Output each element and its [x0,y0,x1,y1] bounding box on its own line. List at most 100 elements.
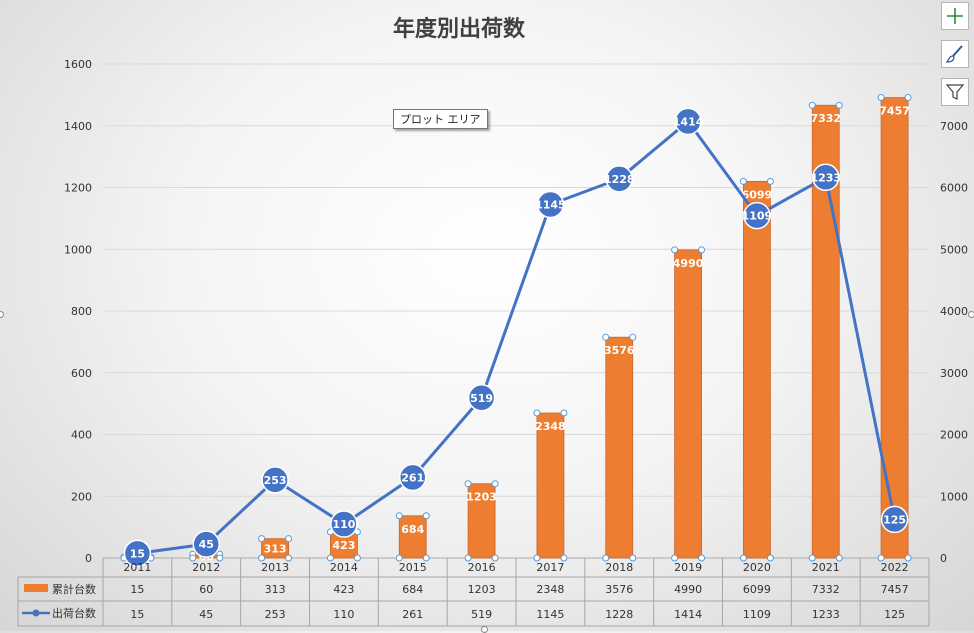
line-point[interactable] [880,505,909,534]
resize-handle-left[interactable] [0,311,4,318]
x-tick-label: 2011 [123,561,151,574]
primary-y-axis[interactable]: 0 200 400 600 800 1000 1200 1400 1600 [64,58,92,565]
chart-elements-button[interactable] [941,2,969,30]
bar-selection-handle[interactable] [808,101,816,109]
bar[interactable] [467,483,496,559]
bar-selection-handle[interactable] [766,554,774,562]
series-line[interactable] [137,119,897,555]
line-point[interactable] [605,165,633,193]
bar[interactable] [743,180,771,559]
bar[interactable] [398,515,427,559]
bar-selection-handle[interactable] [395,554,403,562]
y-tick-label: 400 [71,429,92,442]
bar-selection-handle[interactable] [464,480,472,488]
x-tick-label: 2012 [192,561,220,574]
bar-data-label: 684 [401,523,424,536]
plot-area-tooltip: プロット エリア [393,109,488,129]
line-point[interactable] [261,466,289,494]
line-series-shipments[interactable]: 15 45 253 110 261 519 1145 1228 1414 1109 1233 125 [123,107,909,568]
bar-selection-handle[interactable] [560,409,568,417]
bar-selection-handle[interactable] [326,554,334,562]
bar-selection-handle[interactable] [877,554,885,562]
bar-selection-handle[interactable] [491,480,499,488]
line-point[interactable] [467,384,496,412]
y2-tick-label: 0 [940,552,947,565]
bar-selection-handle[interactable] [285,535,293,543]
bar-selection-handle[interactable] [533,409,541,417]
bar[interactable] [536,412,565,559]
bar-selection-handle[interactable] [877,94,885,102]
x-tick-label: 2014 [330,561,358,574]
bar-selection-handle[interactable] [904,554,912,562]
point-data-label: 253 [264,474,287,487]
bar-selection-handle[interactable] [739,177,747,185]
bar[interactable] [674,249,702,559]
chart-filters-button[interactable] [941,78,969,106]
bar-selection-handle[interactable] [464,554,472,562]
bar-selection-handle[interactable] [835,101,843,109]
line-point[interactable] [399,463,427,492]
line-point[interactable] [674,107,702,136]
bar-selection-handle[interactable] [602,333,610,341]
bar-selection-handle[interactable] [904,94,912,102]
line-point[interactable] [812,163,840,192]
bar[interactable] [605,336,634,559]
y2-tick-label: 1000 [940,490,968,503]
bar-selection-handle[interactable] [353,554,361,562]
bar-selection-handle[interactable] [422,554,430,562]
line-point[interactable] [123,539,152,568]
bar-selection-handle[interactable] [533,554,541,562]
bar-selection-handle[interactable] [216,554,224,562]
table-cell: 313 [265,583,286,596]
bar-selection-handle[interactable] [766,177,774,185]
y-tick-label: 800 [71,305,92,318]
table-cell: 261 [402,608,423,621]
line-point[interactable] [743,201,771,230]
point-data-label: 45 [199,538,214,551]
bar-selection-handle[interactable] [629,554,637,562]
bar-series-cumulative[interactable]: 1560313423684120323483576499060997332745… [120,94,912,565]
resize-handle-right[interactable] [968,311,974,318]
bar-selection-handle[interactable] [285,554,293,562]
bar[interactable] [880,97,909,559]
y2-tick-label: 5000 [940,243,968,256]
bar-selection-handle[interactable] [698,554,706,562]
line-point[interactable] [192,530,220,558]
y-tick-label: 1400 [64,120,92,133]
x-tick-label: 2016 [468,561,496,574]
line-point[interactable] [536,190,565,219]
bar-selection-handle[interactable] [739,554,747,562]
bar-selection-handle[interactable] [395,512,403,520]
bar-selection-handle[interactable] [422,512,430,520]
bar-selection-handle[interactable] [671,554,679,562]
table-cell: 7332 [812,583,840,596]
data-table: 2011 2012 2013 2014 2015 2016 2017 2018 2019 2020… [17,558,930,627]
bar-selection-handle[interactable] [629,333,637,341]
x-tick-label: 2021 [812,561,840,574]
bar-selection-handle[interactable] [189,554,197,562]
bar-selection-handle[interactable] [698,246,706,254]
table-cell: 1228 [605,608,633,621]
point-data-label: 1414 [673,115,704,128]
bar-data-label: 4990 [673,257,704,270]
bar-selection-handle[interactable] [835,554,843,562]
bar-selection-handle[interactable] [258,554,266,562]
x-tick-label: 2015 [399,561,427,574]
y-tick-label: 600 [71,367,92,380]
bar-selection-handle[interactable] [258,535,266,543]
bar[interactable] [261,538,289,559]
bar-selection-handle[interactable] [808,554,816,562]
bar-selection-handle[interactable] [491,554,499,562]
table-cell: 45 [199,608,213,621]
bar-selection-handle[interactable] [602,554,610,562]
chart-styles-button[interactable] [941,40,969,68]
secondary-y-axis[interactable]: 0 1000 2000 3000 4000 5000 6000 7000 [940,120,968,565]
bar-selection-handle[interactable] [560,554,568,562]
table-cell: 1203 [468,583,496,596]
line-point[interactable] [330,510,358,538]
table-cell: 1109 [743,608,771,621]
bar-selection-handle[interactable] [671,246,679,254]
resize-handle-bottom[interactable] [481,626,488,633]
chart-title[interactable]: 年度別出荷数 [393,16,526,42]
